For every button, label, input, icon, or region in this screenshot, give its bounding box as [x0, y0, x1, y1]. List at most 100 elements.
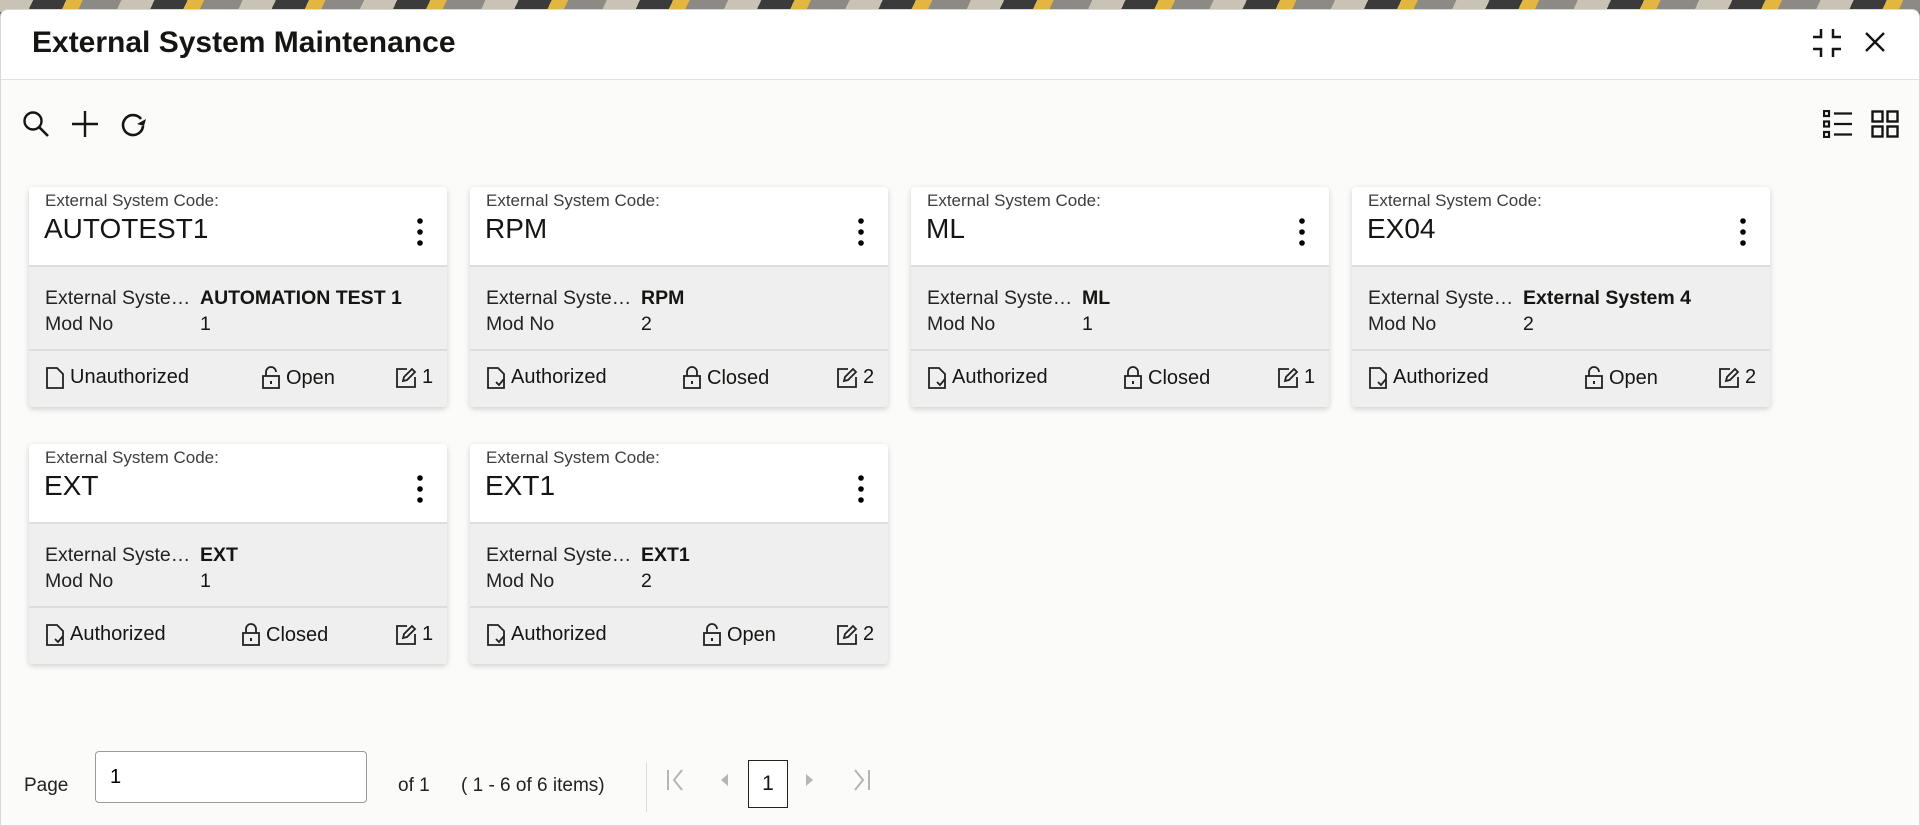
authorized-document-icon: [1369, 366, 1387, 389]
card-header: External System Code: EXT: [29, 444, 447, 524]
modification-count-text: 1: [422, 623, 434, 645]
record-status-text: Open: [727, 623, 776, 646]
search-icon[interactable]: [22, 110, 50, 138]
external-system-card[interactable]: External System Code: RPM External Syste…: [470, 187, 888, 407]
authorization-status: Authorized: [1368, 366, 1489, 389]
locked-icon: [242, 623, 260, 646]
mod-no-value: 1: [200, 570, 211, 592]
refresh-icon[interactable]: [119, 110, 147, 138]
unlocked-icon: [262, 366, 280, 389]
modification-count: 1: [1277, 366, 1315, 389]
authorization-status: Unauthorized: [45, 366, 189, 389]
authorization-status: Authorized: [486, 623, 607, 646]
edit-icon: [1278, 367, 1299, 388]
page-number-input[interactable]: [95, 751, 367, 803]
authorization-status-text: Authorized: [511, 366, 607, 388]
authorization-status: Authorized: [45, 623, 166, 646]
more-options-icon[interactable]: [415, 217, 425, 247]
more-options-icon[interactable]: [856, 217, 866, 247]
page-of-text: of 1: [398, 775, 430, 796]
description-label: External Syste…: [486, 544, 632, 566]
code-label: External System Code:: [1368, 191, 1542, 210]
card-body: External Syste… AUTOMATION TEST 1 Mod No 1: [29, 267, 447, 351]
system-code: EXT1: [485, 470, 556, 501]
previous-page-icon[interactable]: [718, 772, 730, 788]
authorization-status-text: Authorized: [1393, 366, 1489, 388]
modification-count: 2: [836, 366, 874, 389]
add-icon[interactable]: [71, 110, 99, 138]
system-code: EX04: [1367, 213, 1436, 244]
authorized-document-icon: [46, 623, 64, 646]
items-count-text: ( 1 - 6 of 6 items): [461, 775, 605, 796]
description-label: External Syste…: [45, 544, 191, 566]
card-header: External System Code: AUTOTEST1: [29, 187, 447, 267]
next-page-icon[interactable]: [804, 772, 816, 788]
external-system-maintenance-dialog: External System Maintenance External Sys…: [0, 9, 1920, 826]
compress-icon[interactable]: [1811, 27, 1843, 59]
modification-count-text: 2: [863, 623, 875, 645]
last-page-icon[interactable]: [850, 767, 872, 793]
mod-no-value: 2: [641, 570, 652, 592]
card-footer: Authorized Closed 1: [911, 351, 1329, 407]
locked-icon: [683, 366, 701, 389]
card-header: External System Code: RPM: [470, 187, 888, 267]
code-label: External System Code:: [927, 191, 1101, 210]
card-footer: Authorized Closed 1: [29, 608, 447, 664]
description-value: AUTOMATION TEST 1: [200, 287, 402, 309]
authorized-document-icon: [487, 366, 505, 389]
authorization-status-text: Authorized: [70, 623, 166, 645]
card-body: External Syste… External System 4 Mod No 2: [1352, 267, 1770, 351]
close-icon[interactable]: [1863, 30, 1887, 54]
mod-no-value: 1: [200, 313, 211, 335]
external-system-card[interactable]: External System Code: EXT1 External Syst…: [470, 444, 888, 664]
page-label: Page: [24, 775, 69, 796]
locked-icon: [1124, 366, 1142, 389]
card-footer: Authorized Open 2: [470, 608, 888, 664]
record-status: Open: [1584, 366, 1658, 390]
edit-icon: [396, 624, 417, 645]
description-value: RPM: [641, 287, 685, 309]
mod-no-label: Mod No: [486, 570, 555, 592]
dialog-header: External System Maintenance: [1, 10, 1919, 80]
edit-icon: [1719, 367, 1740, 388]
code-label: External System Code:: [486, 191, 660, 210]
card-body: External Syste… EXT1 Mod No 2: [470, 524, 888, 608]
list-view-icon[interactable]: [1823, 110, 1853, 138]
description-label: External Syste…: [486, 287, 632, 309]
modification-count-text: 1: [1304, 366, 1316, 388]
description-value: ML: [1082, 287, 1111, 309]
authorization-status-text: Unauthorized: [70, 366, 189, 388]
mod-no-label: Mod No: [45, 313, 114, 335]
first-page-icon[interactable]: [665, 767, 687, 793]
code-label: External System Code:: [45, 448, 219, 467]
record-status: Closed: [682, 366, 769, 390]
more-options-icon[interactable]: [856, 474, 866, 504]
external-system-card[interactable]: External System Code: EX04 External Syst…: [1352, 187, 1770, 407]
mod-no-value: 2: [641, 313, 652, 335]
more-options-icon[interactable]: [1297, 217, 1307, 247]
record-status: Closed: [241, 623, 328, 647]
current-page-button[interactable]: 1: [748, 760, 788, 808]
authorization-status: Authorized: [927, 366, 1048, 389]
edit-icon: [837, 624, 858, 645]
grid-view-icon[interactable]: [1871, 110, 1899, 138]
description-value: EXT1: [641, 544, 690, 566]
code-label: External System Code:: [486, 448, 660, 467]
record-status-text: Closed: [707, 366, 770, 389]
more-options-icon[interactable]: [415, 474, 425, 504]
modification-count-text: 2: [1745, 366, 1757, 388]
description-label: External Syste…: [927, 287, 1073, 309]
external-system-card[interactable]: External System Code: EXT External Syste…: [29, 444, 447, 664]
record-status-text: Open: [1609, 366, 1658, 389]
unlocked-icon: [1585, 366, 1603, 389]
mod-no-value: 1: [1082, 313, 1093, 335]
authorized-document-icon: [928, 366, 946, 389]
record-status: Closed: [1123, 366, 1210, 390]
external-system-card[interactable]: External System Code: ML External Syste……: [911, 187, 1329, 407]
modification-count-text: 1: [422, 366, 434, 388]
mod-no-label: Mod No: [927, 313, 996, 335]
modification-count: 2: [1718, 366, 1756, 389]
external-system-card[interactable]: External System Code: AUTOTEST1 External…: [29, 187, 447, 407]
more-options-icon[interactable]: [1738, 217, 1748, 247]
record-status: Open: [261, 366, 335, 390]
